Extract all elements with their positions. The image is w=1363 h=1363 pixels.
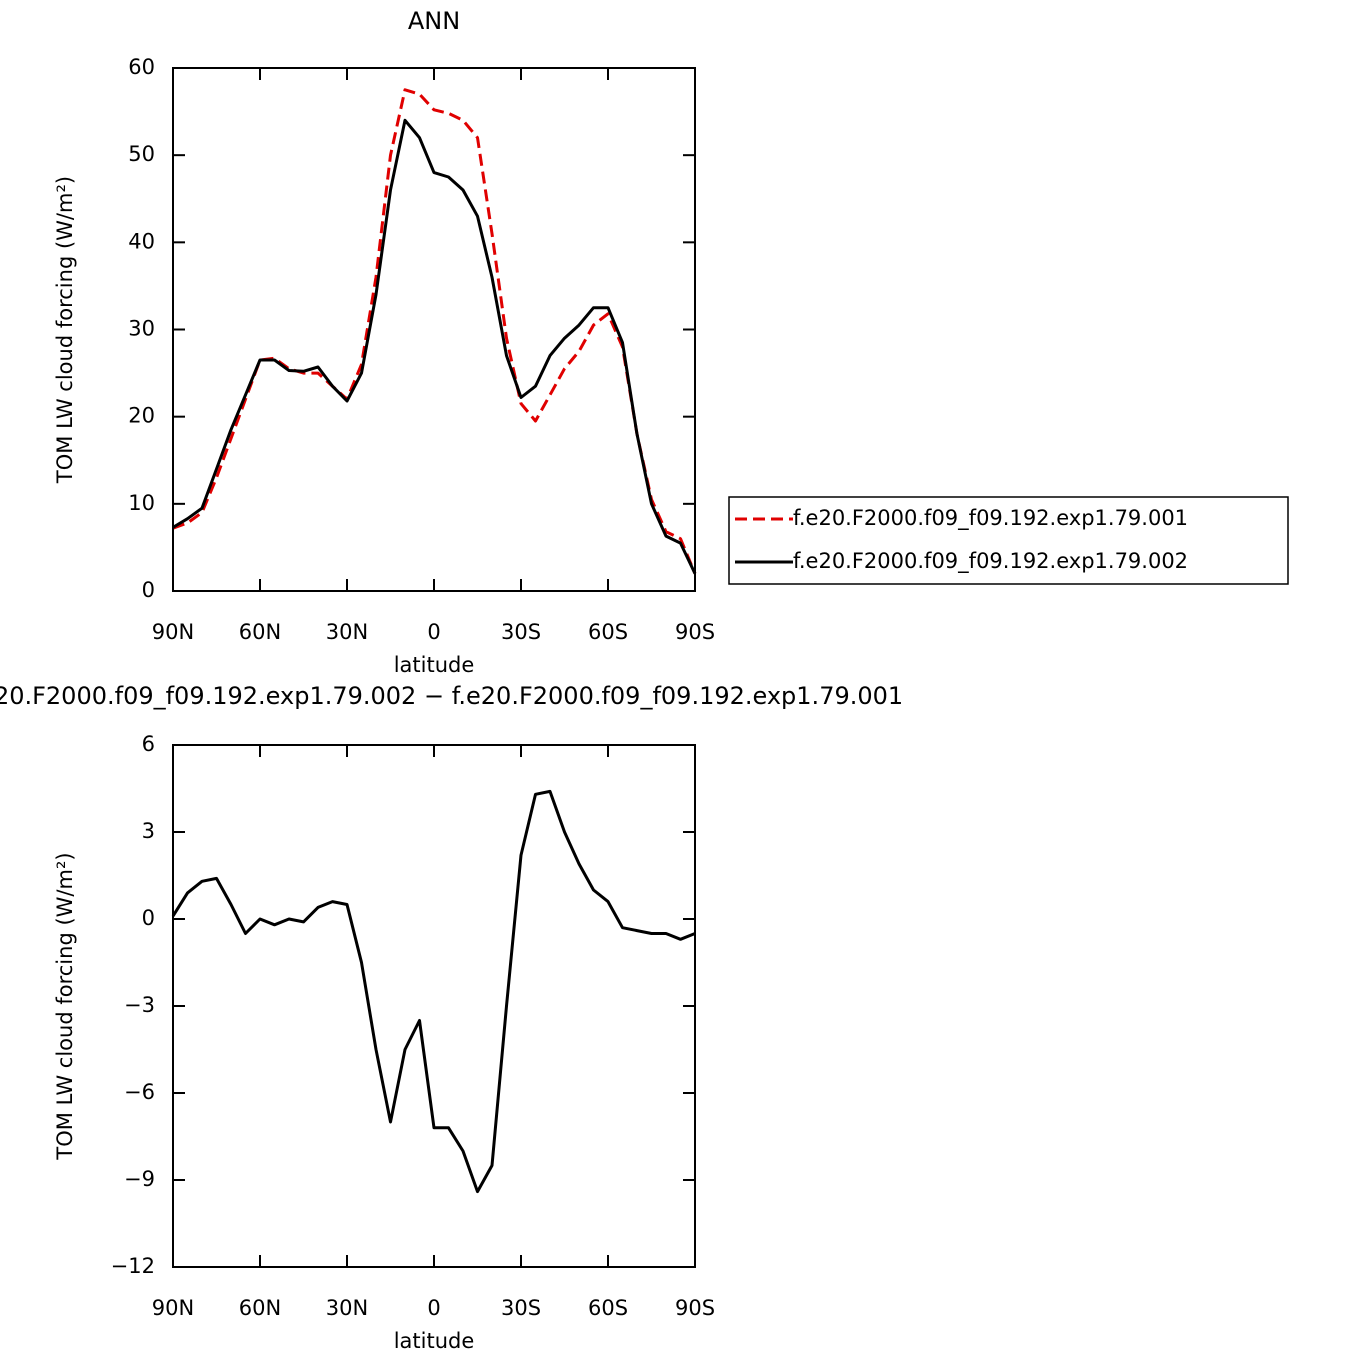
x-tick-label: 30S	[501, 1296, 541, 1320]
data-line	[171, 789, 696, 1194]
x-tick-label: 60S	[588, 620, 628, 644]
x-tick-label: 60S	[588, 1296, 628, 1320]
x-tick-label: 30N	[326, 620, 368, 644]
y-axis-label: TOM LW cloud forcing (W/m²)	[53, 852, 77, 1160]
x-axis-label: latitude	[394, 1329, 475, 1353]
y-tick-label: 0	[142, 578, 155, 602]
y-tick-label: 20	[128, 404, 155, 428]
x-tick-label: 60N	[239, 1296, 281, 1320]
y-tick-label: 0	[142, 906, 155, 930]
y-tick-label: −6	[124, 1080, 155, 1104]
data-line	[172, 88, 697, 575]
x-tick-label: 0	[427, 620, 440, 644]
chart-title: ANN	[408, 7, 460, 35]
y-axis-label: TOM LW cloud forcing (W/m²)	[53, 176, 77, 484]
y-tick-label: 3	[142, 819, 155, 843]
x-tick-label: 90S	[675, 620, 715, 644]
x-tick-label: 90N	[152, 620, 194, 644]
y-tick-label: 50	[128, 142, 155, 166]
x-tick-label: 90S	[675, 1296, 715, 1320]
x-tick-label: 30S	[501, 620, 541, 644]
plot-frame	[172, 67, 696, 592]
x-tick-label: 60N	[239, 620, 281, 644]
y-tick-label: −9	[124, 1167, 155, 1191]
y-tick-label: −3	[124, 993, 155, 1017]
data-line	[172, 118, 697, 575]
x-tick-label: 90N	[152, 1296, 194, 1320]
y-tick-label: 10	[128, 491, 155, 515]
legend-box	[728, 496, 1289, 585]
legend-label: f.e20.F2000.f09_f09.192.exp1.79.002	[793, 549, 1188, 574]
x-tick-label: 30N	[326, 1296, 368, 1320]
y-tick-label: 30	[128, 317, 155, 341]
y-tick-label: 40	[128, 229, 155, 253]
x-tick-label: 0	[427, 1296, 440, 1320]
chart-title: f.e20.F2000.f09_f09.192.exp1.79.002 − f.…	[0, 682, 903, 710]
x-axis-label: latitude	[394, 653, 475, 677]
y-tick-label: −12	[111, 1254, 155, 1278]
plot-frame	[172, 744, 696, 1268]
legend-label: f.e20.F2000.f09_f09.192.exp1.79.001	[793, 506, 1188, 531]
y-tick-label: 6	[142, 732, 155, 756]
y-tick-label: 60	[128, 55, 155, 79]
